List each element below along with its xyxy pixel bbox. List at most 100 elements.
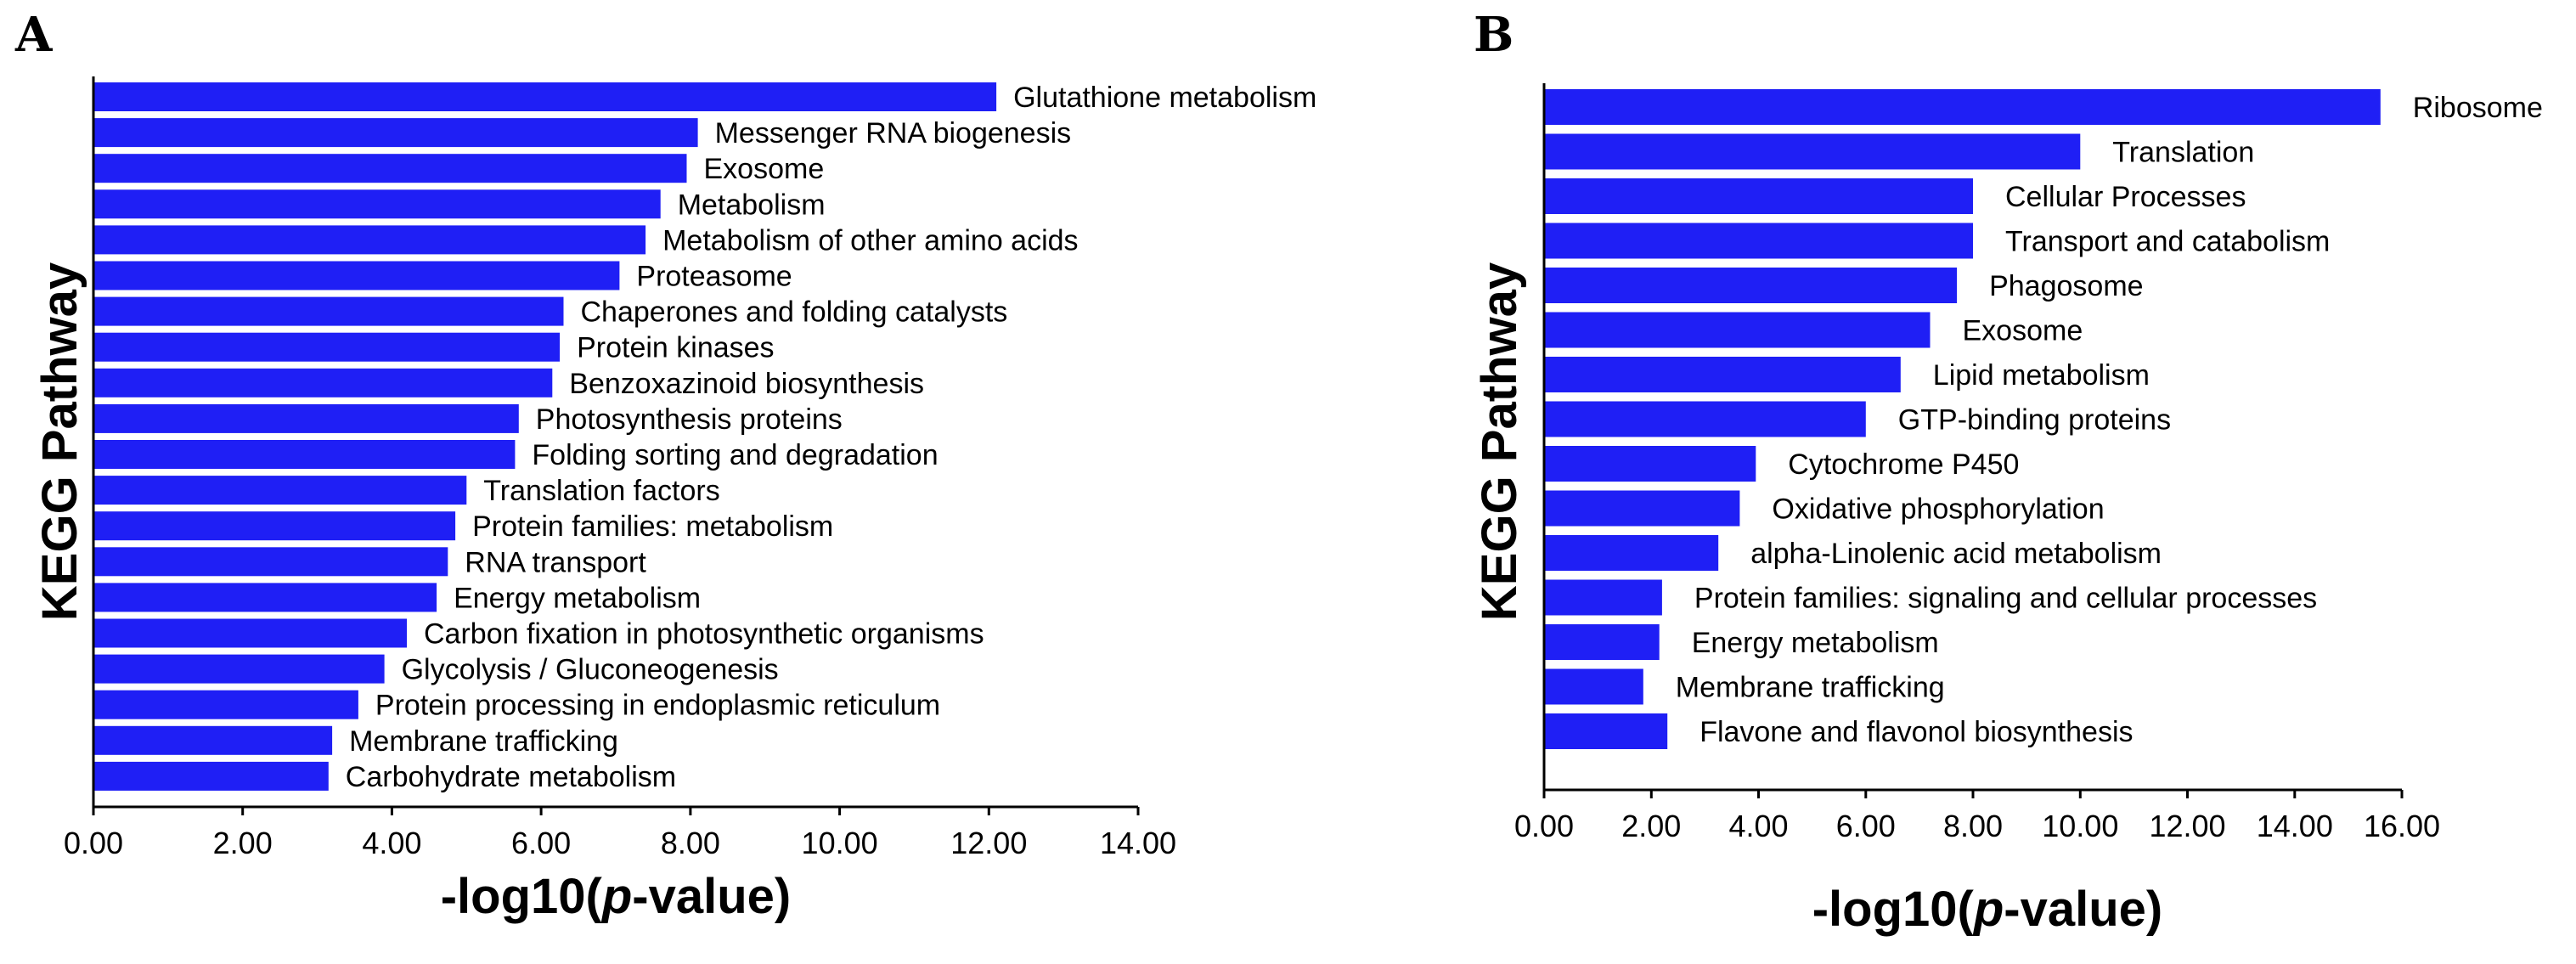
panel-b-bar-label: Transport and catabolism: [2005, 226, 2330, 258]
panel-a-x-tick-label: 0.00: [64, 826, 123, 860]
panel-a-bar: [93, 725, 333, 755]
panel-a-bar-label: RNA transport: [465, 546, 646, 578]
panel-a-y-axis-title: KEGG Pathway: [32, 262, 87, 621]
panel-b-bar: [1544, 401, 1866, 437]
panel-a-x-tick-label: 8.00: [661, 826, 720, 860]
panel-a-x-tick-label: 6.00: [511, 826, 571, 860]
panel-a-bar-label: Membrane trafficking: [349, 725, 618, 758]
panel-a-bar-label: Benzoxazinoid biosynthesis: [569, 368, 924, 400]
panel-b-bar-label: Phagosome: [1989, 270, 2143, 302]
panel-a-bar: [93, 654, 385, 684]
panel-b-y-axis-title: KEGG Pathway: [1472, 262, 1527, 621]
panel-a-bar-label: Folding sorting and degradation: [532, 439, 938, 471]
panel-b-bar-label: Translation: [2112, 137, 2254, 169]
panel-b-x-tick-label: 14.00: [2257, 809, 2333, 843]
panel-a-bar-label: Glycolysis / Gluconeogenesis: [402, 654, 779, 686]
panel-b-bar: [1544, 178, 1973, 214]
panel-a-bar-label: Protein families: metabolism: [472, 510, 833, 543]
panel-b-bar-label: alpha-Linolenic acid metabolism: [1750, 538, 2162, 570]
panel-b-bar-label: Membrane trafficking: [1676, 672, 1945, 704]
panel-a-bar: [93, 189, 661, 219]
panel-a-bar-label: Protein kinases: [577, 332, 774, 364]
panel-b-x-tick-label: 0.00: [1514, 809, 1574, 843]
panel-a-bar: [93, 547, 448, 577]
panel-a-bar-label: Carbon fixation in photosynthetic organi…: [424, 618, 984, 651]
panel-b-bar: [1544, 668, 1643, 705]
panel-a-bar: [93, 618, 407, 648]
panel-b-bar: [1544, 490, 1740, 527]
panel-b-bar-labels: Ribosome Translation Cellular Processes Tra…: [1676, 92, 2543, 748]
panel-a-bar-label: Metabolism: [678, 189, 826, 221]
panel-a-x-ticks: 0.00 2.00 4.00 6.00 8.00 10.00 12.00 14.00: [64, 807, 1176, 860]
panel-a-bar-label: Messenger RNA biogenesis: [715, 117, 1072, 149]
panel-a-bar: [93, 368, 553, 397]
panel-b-bar: [1544, 535, 1719, 571]
panel-a-bar: [93, 296, 564, 326]
panel-b-bar-label: Ribosome: [2413, 92, 2543, 124]
panel-a-bar: [93, 261, 620, 290]
panel-b-bar-label: GTP-binding proteins: [1898, 404, 2171, 437]
panel-b-x-tick-label: 6.00: [1836, 809, 1896, 843]
panel-a-bar: [93, 118, 698, 148]
panel-b-bar: [1544, 89, 2381, 125]
panel-a-bar-label: Glutathione metabolism: [1013, 82, 1316, 114]
panel-a-bar: [93, 690, 358, 719]
panel-a-bar: [93, 440, 516, 469]
panel-b-bar: [1544, 268, 1958, 303]
panel-a-bar-label: Protein processing in endoplasmic reticu…: [375, 690, 940, 722]
panel-a-bar-label: Photosynthesis proteins: [536, 403, 843, 436]
panel-a-bar-label: Exosome: [704, 153, 825, 185]
panel-b-x-tick-label: 12.00: [2149, 809, 2225, 843]
panel-a-bar: [93, 761, 329, 791]
panel-b-chart: B Ribosome Translation Cellular Processes T…: [1472, 7, 2543, 937]
panel-b-x-tick-label: 8.00: [1943, 809, 2003, 843]
panel-a-bar-label: Energy metabolism: [454, 582, 701, 614]
panel-b-x-axis-title: -log10(p-value): [1812, 882, 2163, 937]
panel-a-bar: [93, 332, 561, 362]
panel-a-bar: [93, 154, 687, 183]
panel-a-x-tick-label: 10.00: [802, 826, 878, 860]
panel-a-x-axis-title: -log10(p-value): [441, 869, 792, 924]
panel-b-bar-label: Cytochrome P450: [1788, 448, 2019, 481]
panel-a-x-tick-label: 14.00: [1100, 826, 1176, 860]
panel-b-bar: [1544, 624, 1660, 660]
panel-b-bar: [1544, 446, 1756, 482]
panel-a-x-tick-label: 4.00: [362, 826, 421, 860]
panel-b-bar: [1544, 357, 1901, 392]
panel-a-bar: [93, 511, 456, 541]
panel-b-letter: B: [1474, 7, 1513, 63]
panel-b-x-tick-label: 10.00: [2042, 809, 2118, 843]
panel-a-bar-label: Carbohydrate metabolism: [346, 761, 676, 793]
panel-a-bar-label: Translation factors: [483, 475, 719, 507]
panel-b-x-ticks: 0.00 2.00 4.00 6.00 8.00 10.00 12.00 14.00 16.00: [1514, 790, 2440, 843]
panel-a-x-tick-label: 2.00: [213, 826, 273, 860]
panel-b-bar: [1544, 133, 2081, 170]
panel-a-letter: A: [14, 7, 54, 63]
panel-b-bar: [1544, 312, 1931, 348]
panel-a-bar: [93, 476, 467, 505]
panel-a-bar: [93, 225, 646, 255]
panel-a-bars: [93, 82, 997, 791]
panel-b-bar-label: Protein families: signaling and cellular…: [1694, 583, 2317, 615]
panel-b-bars: [1544, 89, 2381, 749]
panel-b-bar-label: Lipid metabolism: [1933, 359, 2150, 392]
panel-a-bar-label: Chaperones and folding catalysts: [581, 296, 1008, 329]
panel-a-bar-label: Proteasome: [636, 261, 792, 293]
panel-a-bar: [93, 82, 997, 111]
panel-b-x-tick-label: 2.00: [1621, 809, 1681, 843]
panel-a-bar: [93, 403, 519, 433]
panel-b-bar-label: Exosome: [1963, 315, 2083, 347]
panel-a-x-tick-label: 12.00: [950, 826, 1027, 860]
panel-a-bar: [93, 583, 437, 612]
panel-b-bar: [1544, 579, 1662, 616]
panel-b-bar: [1544, 223, 1973, 259]
panel-b-bar-label: Cellular Processes: [2005, 181, 2246, 213]
panel-b-x-tick-label: 16.00: [2364, 809, 2440, 843]
panel-b-bar-label: Oxidative phosphorylation: [1772, 493, 2104, 526]
panel-b-bar-label: Energy metabolism: [1692, 627, 1939, 659]
panel-b-bar-label: Flavone and flavonol biosynthesis: [1699, 716, 2133, 748]
panel-a-bar-label: Metabolism of other amino acids: [662, 224, 1078, 257]
